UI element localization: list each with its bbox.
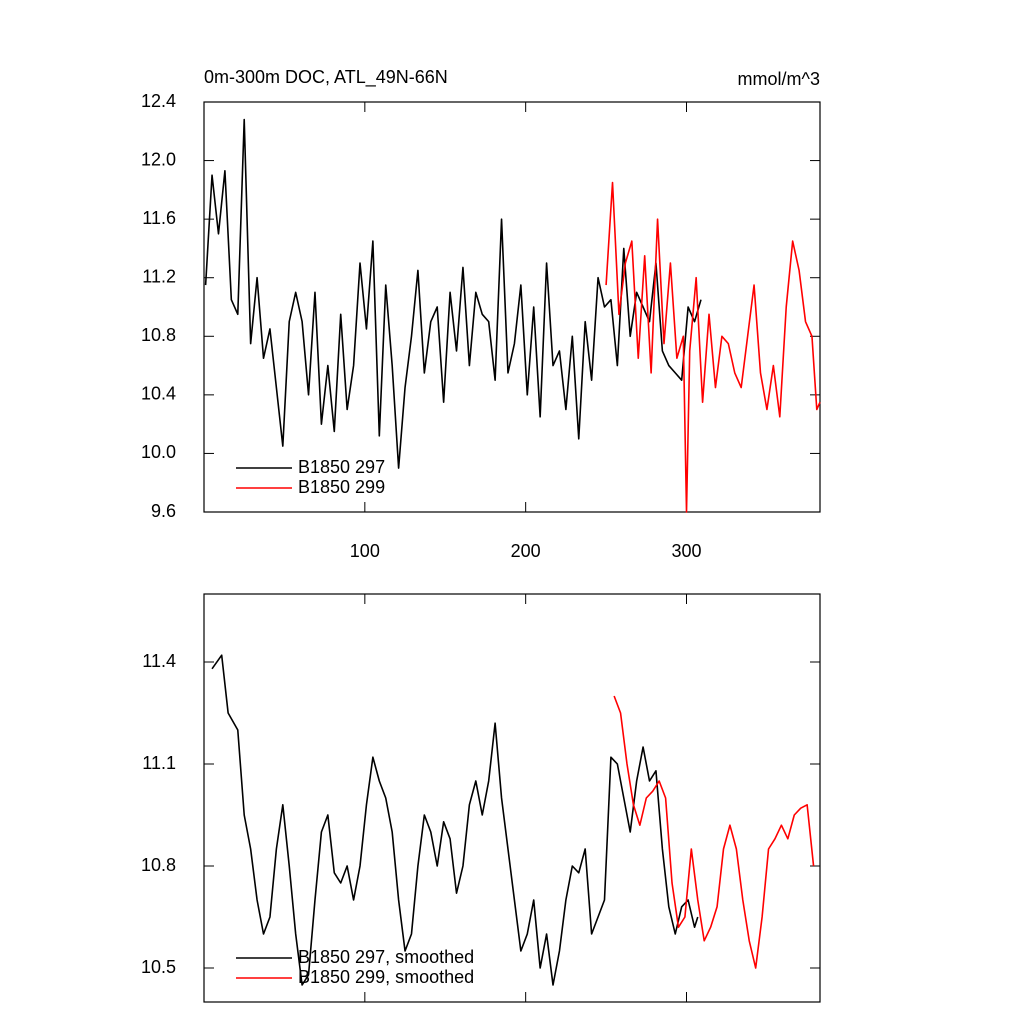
legend-label: B1850 299: [298, 477, 385, 497]
plot-frame: [203, 593, 821, 1003]
x-tick-label: 200: [511, 541, 541, 561]
legend-label: B1850 299, smoothed: [298, 967, 474, 987]
legend-label: B1850 297: [298, 457, 385, 477]
data-line: [204, 118, 702, 469]
y-tick-label: 10.5: [141, 957, 176, 977]
units-label: mmol/m^3: [738, 69, 820, 89]
x-tick-label: 300: [671, 541, 701, 561]
chart-title: 0m-300m DOC, ATL_49N-66N: [204, 67, 448, 88]
x-tick-label: 100: [350, 541, 380, 561]
y-tick-label: 10.0: [141, 442, 176, 462]
data-line: [211, 654, 699, 986]
data-line: [613, 695, 815, 969]
y-tick-label: 9.6: [151, 501, 176, 521]
y-tick-label: 11.1: [142, 753, 176, 773]
y-tick-label: 11.6: [142, 208, 176, 228]
y-tick-label: 12.0: [141, 149, 176, 169]
y-tick-label: 12.4: [141, 91, 176, 111]
y-tick-label: 11.4: [142, 651, 176, 671]
data-line: [605, 181, 821, 513]
y-tick-label: 10.4: [141, 384, 176, 404]
y-tick-label: 10.8: [141, 855, 176, 875]
plot-frame: [203, 101, 821, 513]
y-tick-label: 11.2: [142, 266, 176, 286]
y-tick-label: 10.8: [141, 325, 176, 345]
legend-label: B1850 297, smoothed: [298, 947, 474, 967]
